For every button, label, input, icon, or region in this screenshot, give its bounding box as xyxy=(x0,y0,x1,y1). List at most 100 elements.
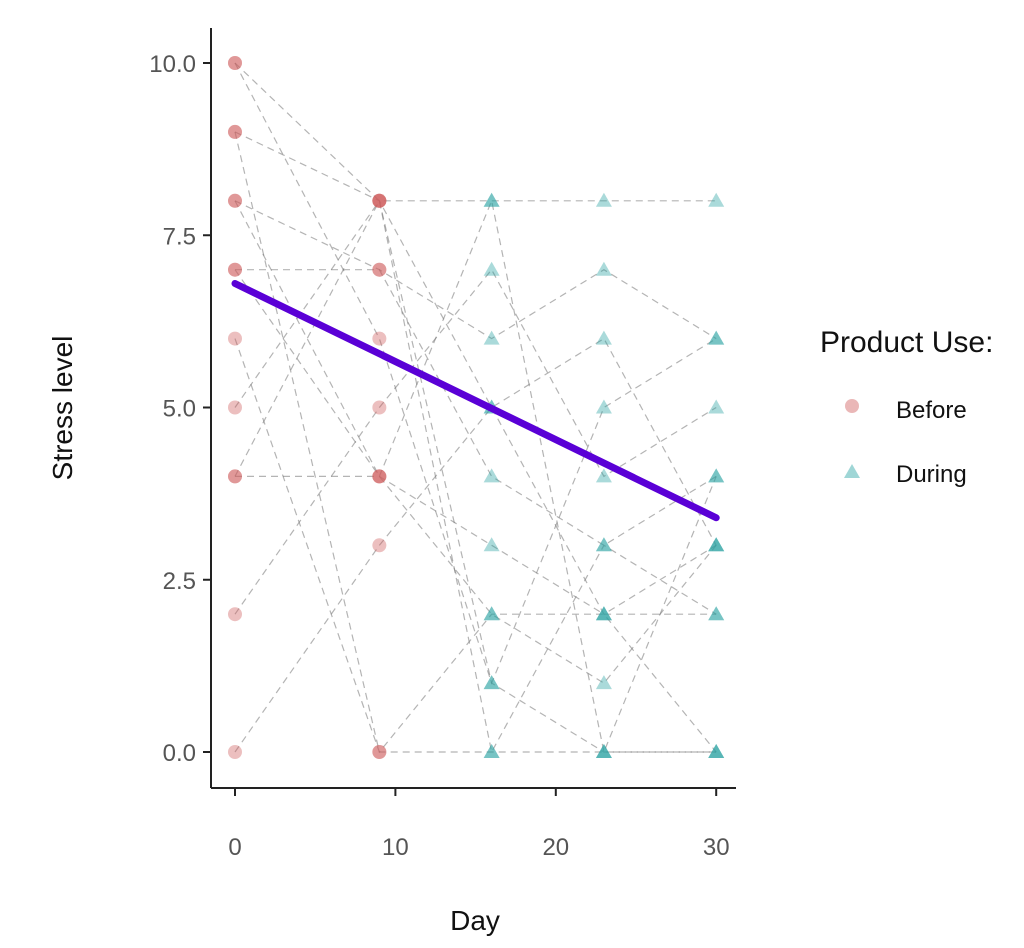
y-ticks: 0.0 2.5 5.0 7.5 10.0 xyxy=(149,51,211,767)
before-point xyxy=(372,193,387,208)
during-point xyxy=(595,744,612,758)
y-axis-label: Stress level xyxy=(47,336,78,481)
before-point xyxy=(228,607,242,622)
during-point xyxy=(708,192,725,207)
during-point xyxy=(483,675,500,690)
x-tick-label: 0 xyxy=(228,834,241,861)
before-point xyxy=(228,469,242,484)
during-point xyxy=(483,675,500,690)
during-point xyxy=(708,468,725,483)
during-point xyxy=(483,606,500,621)
before-point xyxy=(372,193,387,208)
legend-title: Product Use: xyxy=(820,326,993,359)
during-point xyxy=(708,330,725,345)
trend-line xyxy=(231,279,720,522)
legend-during-icon xyxy=(844,464,860,478)
legend: Product Use: Before During xyxy=(820,326,993,488)
during-point xyxy=(708,744,725,758)
during-point xyxy=(708,537,725,552)
during-point xyxy=(595,537,612,552)
during-point xyxy=(708,399,725,414)
subject-line xyxy=(234,62,717,685)
subject-line xyxy=(234,131,717,616)
subject-lines xyxy=(234,62,717,755)
x-tick-label: 20 xyxy=(542,834,569,861)
before-point xyxy=(228,262,242,277)
before-point xyxy=(372,469,387,484)
before-point xyxy=(228,331,242,346)
during-point xyxy=(483,192,500,207)
before-point xyxy=(228,124,242,139)
before-point xyxy=(228,193,242,208)
before-point xyxy=(228,124,242,139)
before-point xyxy=(228,56,242,70)
legend-before-label: Before xyxy=(896,397,967,424)
subject-line xyxy=(234,200,717,340)
before-point xyxy=(372,538,387,553)
before-point xyxy=(372,193,387,208)
before-point xyxy=(372,745,387,759)
during-point xyxy=(595,675,612,690)
during-point xyxy=(483,261,500,276)
before-point xyxy=(228,262,242,277)
before-point xyxy=(372,400,387,415)
during-point xyxy=(483,606,500,621)
during-point xyxy=(708,744,725,758)
before-point xyxy=(372,331,387,346)
before-point xyxy=(372,469,387,484)
during-point xyxy=(708,330,725,345)
during-point xyxy=(595,330,612,345)
before-point xyxy=(228,469,242,484)
before-point xyxy=(372,262,387,277)
during-point xyxy=(595,399,612,414)
y-tick-label: 2.5 xyxy=(163,568,196,595)
during-point xyxy=(483,468,500,483)
during-point xyxy=(595,192,612,207)
y-tick-label: 10.0 xyxy=(149,51,196,78)
legend-during-label: During xyxy=(896,461,967,488)
before-point xyxy=(228,193,242,208)
data-points xyxy=(228,56,725,759)
during-point xyxy=(483,744,500,758)
during-point xyxy=(483,744,500,758)
subject-line xyxy=(234,199,717,754)
x-ticks: 0 10 20 30 xyxy=(228,788,730,861)
during-point xyxy=(595,537,612,552)
y-tick-label: 5.0 xyxy=(163,396,196,423)
before-point xyxy=(372,745,387,759)
during-point xyxy=(708,537,725,552)
subject-line xyxy=(234,198,717,755)
x-axis-label: Day xyxy=(450,905,500,936)
subject-line xyxy=(234,62,717,202)
legend-before-icon xyxy=(845,399,859,413)
before-point xyxy=(372,193,387,208)
before-point xyxy=(228,400,242,415)
during-point xyxy=(708,606,725,621)
during-point xyxy=(595,606,612,621)
during-point xyxy=(708,744,725,758)
subject-line xyxy=(234,337,717,753)
during-point xyxy=(708,537,725,552)
subject-line xyxy=(234,200,717,684)
during-point xyxy=(595,744,612,758)
during-point xyxy=(483,192,500,207)
during-point xyxy=(483,537,500,552)
during-point xyxy=(595,744,612,758)
before-point xyxy=(372,469,387,484)
before-point xyxy=(228,56,242,70)
subject-line xyxy=(234,268,717,615)
subject-line xyxy=(235,269,717,547)
y-tick-label: 7.5 xyxy=(163,223,196,250)
before-point xyxy=(228,745,242,759)
during-point xyxy=(483,330,500,345)
during-point xyxy=(595,261,612,276)
during-point xyxy=(595,606,612,621)
during-point xyxy=(708,606,725,621)
x-tick-label: 30 xyxy=(703,834,730,861)
x-tick-label: 10 xyxy=(382,834,409,861)
during-point xyxy=(595,468,612,483)
during-point xyxy=(708,468,725,483)
subject-line xyxy=(234,131,717,753)
before-point xyxy=(372,262,387,277)
